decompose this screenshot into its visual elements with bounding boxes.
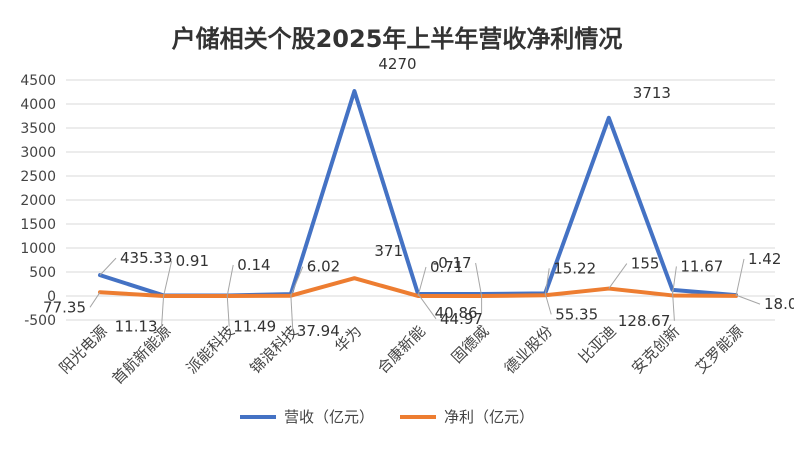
data-label: -0.17 xyxy=(433,254,472,272)
y-tick-label: 2000 xyxy=(20,193,56,209)
data-label: 155 xyxy=(631,255,660,273)
data-label: 37.94 xyxy=(297,322,340,340)
data-label: 18.07 xyxy=(764,295,794,313)
data-label: 435.33 xyxy=(120,249,173,267)
leader-line xyxy=(89,292,101,308)
y-tick-label: 3500 xyxy=(20,121,56,137)
leader-line xyxy=(161,295,165,327)
data-label: 44.97 xyxy=(440,310,483,328)
x-category-label: 合康新能 xyxy=(374,322,429,377)
x-category-label: 固德威 xyxy=(448,322,493,367)
leader-line xyxy=(475,262,483,297)
leader-line xyxy=(99,257,117,276)
data-label: 1.42 xyxy=(748,250,781,268)
data-label: 0.91 xyxy=(176,252,209,270)
x-category-label: 艾罗能源 xyxy=(692,322,747,377)
y-tick-label: 1000 xyxy=(20,241,56,257)
legend-label: 净利（亿元） xyxy=(444,408,534,426)
leader-line xyxy=(671,266,677,296)
x-category-label: 德业股份 xyxy=(501,322,556,377)
y-tick-label: 0 xyxy=(47,289,56,305)
data-label: 371 xyxy=(374,242,403,260)
data-label: 11.13 xyxy=(115,317,158,335)
chart-title: 户储相关个股2025年上半年营收净利情况 xyxy=(172,25,623,53)
leader-line xyxy=(608,263,628,289)
leader-line xyxy=(226,295,230,327)
legend: 营收（亿元） 净利（亿元） xyxy=(240,408,534,426)
data-label: 77.35 xyxy=(43,298,86,316)
data-label: 15.22 xyxy=(553,259,596,277)
data-label: 128.67 xyxy=(618,312,671,330)
leader-line xyxy=(544,293,552,315)
y-tick-label: 500 xyxy=(29,265,56,281)
x-category-label: 比亚迪 xyxy=(575,322,620,367)
y-tick-label: 2500 xyxy=(20,169,56,185)
leader-line xyxy=(290,294,294,332)
leader-line xyxy=(417,293,437,320)
data-label: 0.14 xyxy=(237,256,270,274)
data-label: 0.71 xyxy=(430,258,463,276)
data-label: 11.67 xyxy=(680,257,723,275)
leader-line xyxy=(417,266,427,297)
y-tick-label: 3000 xyxy=(20,145,56,161)
y-tick-label: -500 xyxy=(24,313,56,329)
y-axis-ticks: -500 0 500 1000 1500 2000 2500 3000 3500 4000 4500 xyxy=(20,73,56,329)
data-label: 40.86 xyxy=(435,304,478,322)
y-tick-label: 1500 xyxy=(20,217,56,233)
x-category-label: 安克创新 xyxy=(628,322,683,377)
data-label: 3713 xyxy=(633,84,671,102)
leader-line xyxy=(544,268,550,296)
data-label: 6.02 xyxy=(307,258,340,276)
leader-line xyxy=(290,266,304,296)
legend-label: 营收（亿元） xyxy=(284,408,374,426)
data-label: 4270 xyxy=(378,55,416,73)
y-tick-label: 4500 xyxy=(20,73,56,89)
leader-line xyxy=(163,260,173,297)
leader-line xyxy=(226,264,234,297)
leader-line xyxy=(735,294,761,305)
y-tick-label: 4000 xyxy=(20,97,56,113)
leader-line xyxy=(735,258,745,297)
data-label: 55.35 xyxy=(555,305,598,323)
x-category-label: 派能科技 xyxy=(183,322,238,377)
x-category-label: 阳光电源 xyxy=(56,322,111,377)
data-label: 11.49 xyxy=(233,317,276,335)
